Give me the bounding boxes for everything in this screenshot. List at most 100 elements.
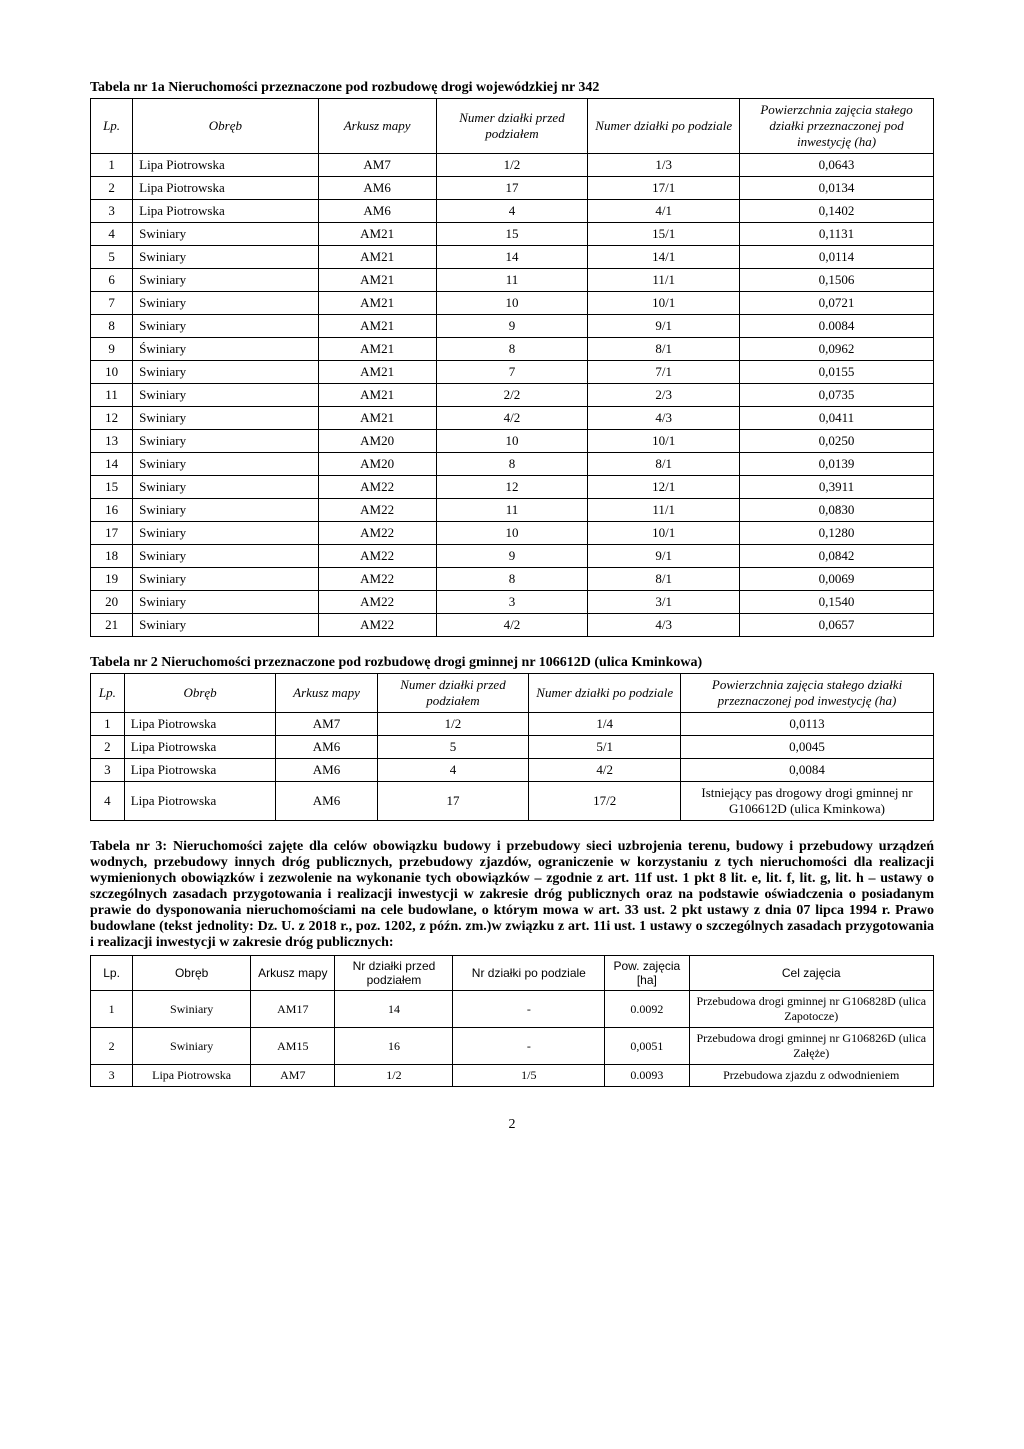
cell: 4 xyxy=(436,200,588,223)
cell: Swiniary xyxy=(133,991,251,1028)
cell: AM22 xyxy=(318,614,436,637)
cell: 9 xyxy=(91,338,133,361)
t2-h-lp: Lp. xyxy=(91,674,125,713)
cell: 0,1131 xyxy=(740,223,934,246)
cell: 0.0093 xyxy=(605,1065,689,1087)
cell: 0,0139 xyxy=(740,453,934,476)
cell: Istniejący pas drogowy drogi gminnej nr … xyxy=(681,782,934,821)
cell: 1 xyxy=(91,713,125,736)
cell: Lipa Piotrowska xyxy=(133,154,318,177)
cell: 12/1 xyxy=(588,476,740,499)
cell: 17/1 xyxy=(588,177,740,200)
cell: AM21 xyxy=(318,384,436,407)
t1-h-arkusz: Arkusz mapy xyxy=(318,99,436,154)
cell: 0,0134 xyxy=(740,177,934,200)
cell: AM6 xyxy=(318,177,436,200)
cell: 13 xyxy=(91,430,133,453)
cell: 0,0113 xyxy=(681,713,934,736)
cell: 15 xyxy=(436,223,588,246)
cell: AM7 xyxy=(318,154,436,177)
table-row: 20SwiniaryAM2233/10,1540 xyxy=(91,591,934,614)
cell: 4/2 xyxy=(436,614,588,637)
cell: 4 xyxy=(377,759,529,782)
table-row: 8SwiniaryAM2199/10.0084 xyxy=(91,315,934,338)
table1-title: Tabela nr 1a Nieruchomości przeznaczone … xyxy=(90,80,934,96)
table-row: 18SwiniaryAM2299/10,0842 xyxy=(91,545,934,568)
table-row: 12SwiniaryAM214/24/30,0411 xyxy=(91,407,934,430)
cell: 0,0657 xyxy=(740,614,934,637)
cell: AM21 xyxy=(318,338,436,361)
cell: Swiniary xyxy=(133,568,318,591)
cell: AM21 xyxy=(318,246,436,269)
cell: 1/2 xyxy=(335,1065,453,1087)
cell: 11 xyxy=(91,384,133,407)
cell: 8/1 xyxy=(588,338,740,361)
table1: Lp. Obręb Arkusz mapy Numer działki prze… xyxy=(90,98,934,637)
cell: 1 xyxy=(91,991,133,1028)
cell: Swiniary xyxy=(133,545,318,568)
cell: AM22 xyxy=(318,591,436,614)
t1-h-pow: Powierzchnia zajęcia stałego działki prz… xyxy=(740,99,934,154)
cell: Swiniary xyxy=(133,476,318,499)
cell: 0,0830 xyxy=(740,499,934,522)
cell: 15 xyxy=(91,476,133,499)
table-row: 19SwiniaryAM2288/10,0069 xyxy=(91,568,934,591)
t2-h-num-po: Numer działki po podziale xyxy=(529,674,681,713)
cell: 0.0084 xyxy=(740,315,934,338)
t2-h-pow: Powierzchnia zajęcia stałego działki prz… xyxy=(681,674,934,713)
cell: 14 xyxy=(91,453,133,476)
cell: 0.0092 xyxy=(605,991,689,1028)
cell: 1/3 xyxy=(588,154,740,177)
cell: 1/2 xyxy=(377,713,529,736)
cell: AM21 xyxy=(318,223,436,246)
t1-h-num-przed: Numer działki przed podziałem xyxy=(436,99,588,154)
cell: - xyxy=(453,1028,605,1065)
cell: AM21 xyxy=(318,292,436,315)
t1-h-num-po: Numer działki po podziale xyxy=(588,99,740,154)
cell: Swiniary xyxy=(133,591,318,614)
cell: 3 xyxy=(91,759,125,782)
cell: 0,0250 xyxy=(740,430,934,453)
cell: 4/1 xyxy=(588,200,740,223)
cell: 1 xyxy=(91,154,133,177)
cell: 0,0411 xyxy=(740,407,934,430)
cell: 12 xyxy=(436,476,588,499)
cell: 4/2 xyxy=(436,407,588,430)
cell: Lipa Piotrowska xyxy=(124,736,276,759)
cell: 8 xyxy=(436,568,588,591)
cell: Przebudowa zjazdu z odwodnieniem xyxy=(689,1065,934,1087)
cell: 3 xyxy=(91,1065,133,1087)
cell: 10/1 xyxy=(588,292,740,315)
cell: 0,0084 xyxy=(681,759,934,782)
table2: Lp. Obręb Arkusz mapy Numer działki prze… xyxy=(90,673,934,821)
cell: Lipa Piotrowska xyxy=(133,177,318,200)
cell: AM22 xyxy=(318,499,436,522)
cell: Swiniary xyxy=(133,499,318,522)
cell: 0,0114 xyxy=(740,246,934,269)
table-row: 21SwiniaryAM224/24/30,0657 xyxy=(91,614,934,637)
table-row: 14SwiniaryAM2088/10,0139 xyxy=(91,453,934,476)
t3-h-nr-po: Nr działki po podziale xyxy=(453,956,605,991)
cell: 21 xyxy=(91,614,133,637)
cell: AM22 xyxy=(318,522,436,545)
cell: 2 xyxy=(91,1028,133,1065)
cell: 2/2 xyxy=(436,384,588,407)
paragraph-t3-intro: Tabela nr 3: Nieruchomości zajęte dla ce… xyxy=(90,839,934,951)
cell: AM15 xyxy=(251,1028,335,1065)
table-row: 2Lipa PiotrowskaAM61717/10,0134 xyxy=(91,177,934,200)
cell: AM22 xyxy=(318,476,436,499)
table-row: 17SwiniaryAM221010/10,1280 xyxy=(91,522,934,545)
table-row: 1SwiniaryAM1714-0.0092Przebudowa drogi g… xyxy=(91,991,934,1028)
cell: 8/1 xyxy=(588,453,740,476)
cell: AM7 xyxy=(276,713,377,736)
cell: 16 xyxy=(91,499,133,522)
table3: Lp. Obręb Arkusz mapy Nr działki przed p… xyxy=(90,955,934,1087)
cell: Świniary xyxy=(133,338,318,361)
cell: 0,3911 xyxy=(740,476,934,499)
cell: 4/3 xyxy=(588,407,740,430)
cell: 6 xyxy=(91,269,133,292)
cell: 0,0721 xyxy=(740,292,934,315)
cell: - xyxy=(453,991,605,1028)
cell: 7/1 xyxy=(588,361,740,384)
cell: Swiniary xyxy=(133,246,318,269)
